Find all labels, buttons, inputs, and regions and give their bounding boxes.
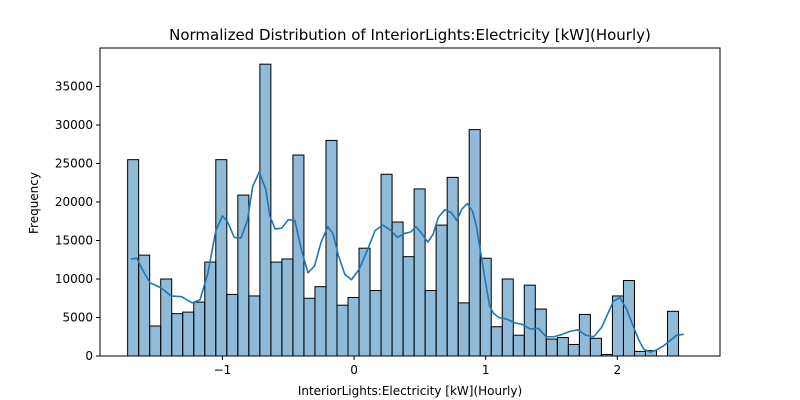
x-tick-label: 0	[350, 363, 358, 377]
histogram-bar	[435, 224, 448, 357]
y-axis-ticks: 0 5000 10000 15000 20000 25000 30000 35000	[55, 80, 100, 363]
x-axis-ticks: −1 0 1 2	[214, 356, 622, 377]
histogram-bar	[667, 310, 680, 357]
y-tick-label: 15000	[55, 234, 93, 248]
y-tick-label: 5000	[62, 311, 93, 325]
histogram-bar	[193, 301, 206, 357]
y-tick-label: 30000	[55, 118, 93, 132]
histogram-bar	[523, 284, 536, 357]
bars-layer	[127, 63, 680, 357]
y-axis-title: Frequency	[27, 172, 41, 234]
histogram-bar	[270, 261, 283, 357]
histogram-bar	[248, 295, 261, 357]
chart-title: Normalized Distribution of InteriorLight…	[169, 26, 651, 44]
histogram-bar	[171, 313, 184, 357]
histogram-bar	[501, 278, 514, 357]
histogram-bar	[402, 256, 415, 357]
histogram-bar	[369, 290, 382, 357]
histogram-bar	[149, 325, 162, 357]
histogram-bar	[446, 176, 459, 357]
histogram-bar	[281, 258, 294, 357]
histogram-bar	[226, 293, 239, 357]
histogram-bar	[545, 338, 558, 357]
y-tick-label: 35000	[55, 80, 93, 94]
histogram-bar	[534, 308, 547, 357]
histogram-bar	[413, 188, 426, 357]
histogram-bar	[182, 311, 195, 357]
histogram-bar	[325, 139, 338, 357]
histogram-bar	[138, 254, 151, 357]
histogram-bar	[347, 296, 360, 357]
x-tick-label: −1	[214, 363, 232, 377]
x-axis-title: InteriorLights:Electricity [kW](Hourly)	[298, 384, 522, 398]
histogram-bar	[303, 297, 316, 357]
histogram-bar	[589, 337, 602, 357]
histogram-bar	[380, 173, 393, 357]
y-tick-label: 25000	[55, 157, 93, 171]
histogram-bar	[336, 304, 349, 357]
histogram-bar	[633, 350, 646, 357]
kde-layer	[130, 171, 684, 353]
histogram-bar	[391, 221, 404, 357]
histogram-bar	[490, 326, 503, 357]
histogram-bar	[160, 278, 173, 357]
kde-curve-line	[130, 171, 684, 353]
y-tick-label: 0	[85, 349, 93, 363]
histogram-bar	[611, 295, 624, 357]
y-tick-label: 20000	[55, 195, 93, 209]
histogram-bar	[622, 280, 635, 357]
x-tick-label: 2	[614, 363, 622, 377]
x-tick-label: 1	[482, 363, 490, 377]
histogram-bar	[556, 337, 569, 357]
histogram-bar	[424, 290, 437, 357]
histogram-bar	[314, 286, 327, 357]
y-tick-label: 10000	[55, 272, 93, 286]
histogram-bar	[567, 343, 580, 357]
histogram-bar	[457, 302, 470, 357]
histogram-bar	[215, 159, 228, 357]
histogram-bar	[512, 334, 525, 357]
